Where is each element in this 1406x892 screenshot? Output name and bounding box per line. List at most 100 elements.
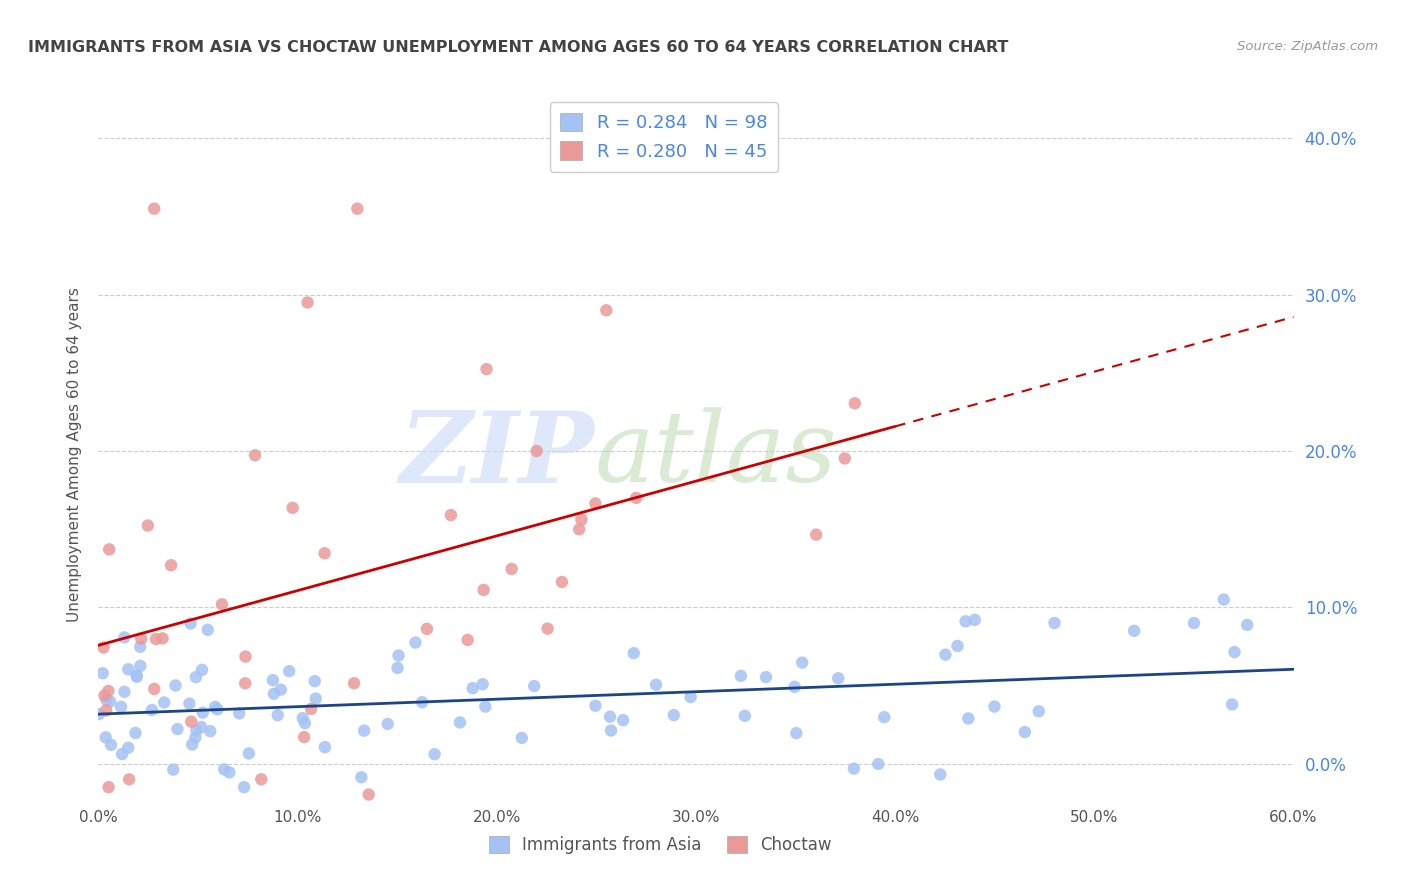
Point [190, 720, 212, 734]
Point [211, 597, 233, 611]
Point [204, 700, 226, 714]
Point [180, 616, 202, 631]
Point [235, 649, 257, 664]
Point [536, 622, 558, 636]
Point [305, 691, 328, 706]
Point [184, 670, 207, 684]
Point [212, 762, 235, 776]
Point [440, 508, 463, 522]
Point [873, 710, 896, 724]
Point [474, 699, 496, 714]
Point [599, 710, 621, 724]
Point [730, 669, 752, 683]
Point [804, 527, 827, 541]
Point [228, 706, 250, 721]
Point [623, 646, 645, 660]
Point [314, 740, 336, 755]
Point [165, 679, 187, 693]
Y-axis label: Unemployment Among Ages 60 to 64 years: Unemployment Among Ages 60 to 64 years [67, 287, 83, 623]
Text: IMMIGRANTS FROM ASIA VS CHOCTAW UNEMPLOYMENT AMONG AGES 60 TO 64 YEARS CORRELATI: IMMIGRANTS FROM ASIA VS CHOCTAW UNEMPLOY… [28, 40, 1008, 55]
Point [299, 702, 322, 716]
Point [404, 635, 426, 649]
Point [387, 661, 409, 675]
Point [233, 676, 256, 690]
Point [160, 558, 183, 573]
Point [929, 767, 952, 781]
Point [662, 708, 685, 723]
Point [377, 717, 399, 731]
Point [184, 731, 207, 745]
Point [783, 680, 806, 694]
Point [755, 670, 778, 684]
Point [571, 512, 593, 526]
Point [844, 396, 866, 410]
Point [523, 679, 546, 693]
Point [91, 666, 114, 681]
Point [180, 714, 202, 729]
Point [1123, 624, 1146, 638]
Point [243, 448, 266, 462]
Point [233, 780, 256, 794]
Point [281, 500, 304, 515]
Point [141, 703, 163, 717]
Point [197, 623, 219, 637]
Point [263, 687, 285, 701]
Text: Source: ZipAtlas.com: Source: ZipAtlas.com [1237, 40, 1378, 54]
Point [267, 708, 290, 723]
Point [291, 711, 314, 725]
Point [97, 684, 120, 698]
Point [1212, 592, 1234, 607]
Point [129, 632, 152, 646]
Point [679, 690, 702, 704]
Point [314, 546, 336, 560]
Point [97, 780, 120, 794]
Point [842, 762, 865, 776]
Point [963, 613, 986, 627]
Point [423, 747, 446, 762]
Point [350, 770, 373, 784]
Point [114, 685, 136, 699]
Point [191, 663, 214, 677]
Point [526, 444, 548, 458]
Point [471, 677, 494, 691]
Point [585, 698, 607, 713]
Point [645, 678, 668, 692]
Point [124, 726, 146, 740]
Point [1014, 725, 1036, 739]
Point [207, 702, 229, 716]
Point [250, 772, 273, 787]
Point [827, 671, 849, 685]
Point [143, 681, 166, 696]
Point [304, 674, 326, 689]
Point [181, 738, 204, 752]
Point [501, 562, 523, 576]
Text: ZIP: ZIP [399, 407, 595, 503]
Point [98, 542, 121, 557]
Point [292, 730, 315, 744]
Point [946, 639, 969, 653]
Point [475, 362, 498, 376]
Point [179, 697, 201, 711]
Point [117, 740, 139, 755]
Point [357, 788, 380, 802]
Point [93, 640, 115, 655]
Point [117, 662, 139, 676]
Point [785, 726, 807, 740]
Point [353, 723, 375, 738]
Point [94, 731, 117, 745]
Point [93, 689, 115, 703]
Point [834, 451, 856, 466]
Point [262, 673, 284, 688]
Point [118, 772, 141, 787]
Point [125, 668, 148, 682]
Point [162, 763, 184, 777]
Point [96, 703, 118, 717]
Point [1182, 615, 1205, 630]
Point [626, 491, 648, 505]
Point [114, 631, 136, 645]
Point [612, 713, 634, 727]
Point [457, 632, 479, 647]
Point [1220, 698, 1243, 712]
Point [98, 694, 121, 708]
Point [129, 640, 152, 654]
